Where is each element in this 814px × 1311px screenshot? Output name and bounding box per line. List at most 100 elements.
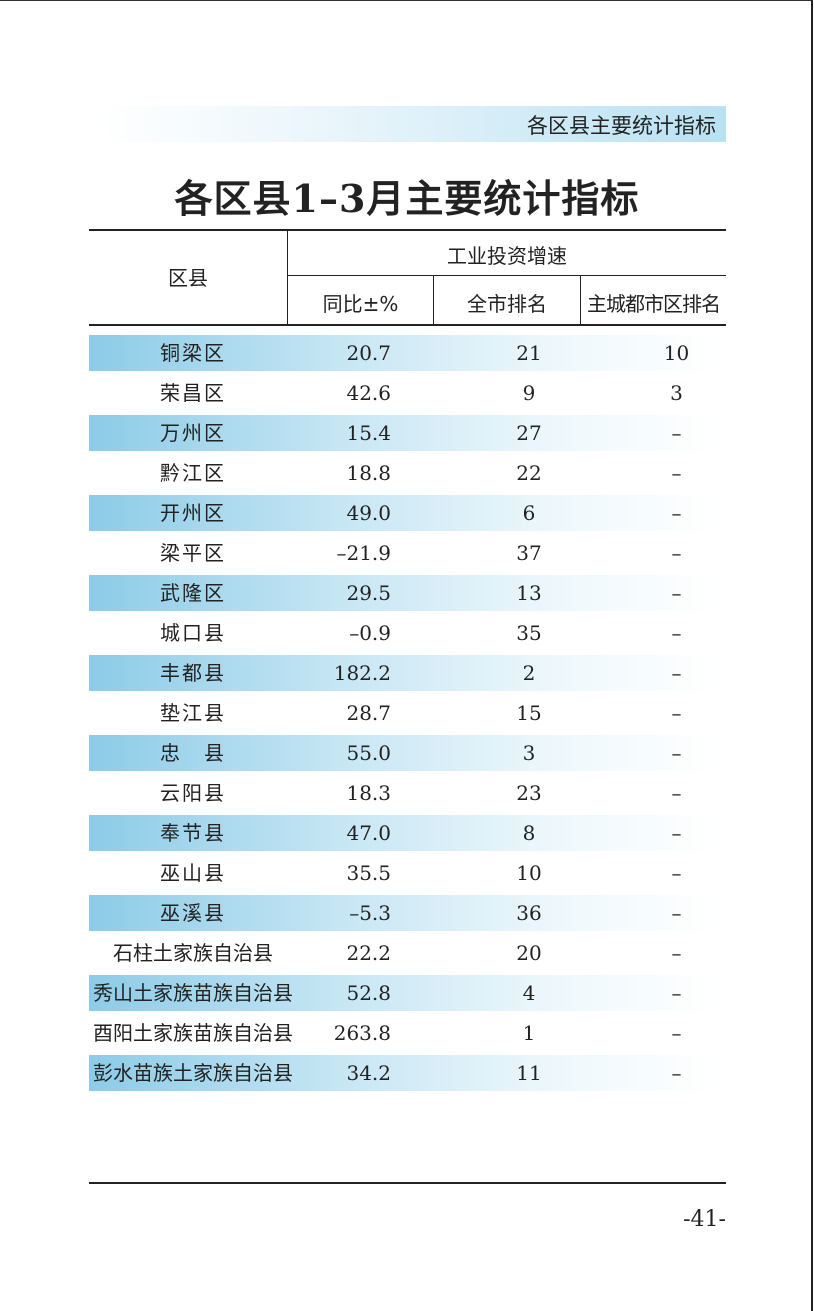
- yoy-value: 22.2: [346, 941, 391, 965]
- yoy-value: 15.4: [346, 421, 391, 445]
- city-rank-value: 8: [522, 821, 536, 845]
- district-name: 彭水苗族土家族自治县: [93, 1061, 293, 1085]
- table-sub-rule: [288, 275, 726, 276]
- city-rank-value: 6: [522, 501, 536, 525]
- yoy-value: 18.8: [346, 461, 391, 485]
- city-rank-value: 2: [522, 661, 536, 685]
- yoy-value: 20.7: [346, 341, 391, 365]
- city-rank-value: 36: [516, 901, 542, 925]
- main-rank-value: –: [671, 501, 682, 525]
- district-name: 垫江县: [160, 701, 226, 725]
- main-rank-value: –: [671, 781, 682, 805]
- city-rank-value: 27: [516, 421, 542, 445]
- table-row: 城口县 –0.9 35 –: [89, 613, 726, 653]
- yoy-value: 35.5: [346, 861, 391, 885]
- table-row: 开州区 49.0 6 –: [89, 493, 726, 533]
- yoy-value: 42.6: [346, 381, 391, 405]
- main-rank-value: –: [671, 741, 682, 765]
- yoy-value: 52.8: [346, 981, 391, 1005]
- table-row: 巫山县 35.5 10 –: [89, 853, 726, 893]
- main-rank-value: –: [671, 901, 682, 925]
- table-top-rule: [89, 229, 726, 231]
- main-rank-value: –: [671, 861, 682, 885]
- main-rank-value: –: [671, 421, 682, 445]
- yoy-value: 263.8: [333, 1021, 391, 1045]
- yoy-value: –0.9: [349, 621, 391, 645]
- district-name: 忠 县: [160, 741, 226, 765]
- yoy-value: 182.2: [333, 661, 391, 685]
- city-rank-value: 15: [516, 701, 542, 725]
- main-rank-value: 3: [670, 381, 683, 405]
- city-rank-value: 11: [516, 1061, 542, 1085]
- district-name: 铜梁区: [160, 341, 226, 365]
- table-divider: [433, 276, 434, 325]
- page-title: 各区县1–3月主要统计指标: [174, 176, 640, 221]
- district-name: 武隆区: [160, 581, 226, 605]
- district-name: 荣昌区: [160, 381, 226, 405]
- district-name: 万州区: [160, 421, 226, 445]
- table-row: 石柱土家族自治县 22.2 20 –: [89, 933, 726, 973]
- table-row: 奉节县 47.0 8 –: [89, 813, 726, 853]
- main-rank-value: –: [671, 821, 682, 845]
- district-name: 巫溪县: [160, 901, 226, 925]
- table-row: 彭水苗族土家族自治县 34.2 11 –: [89, 1053, 726, 1093]
- section-banner-text: 各区县主要统计指标: [527, 114, 716, 138]
- yoy-value: 28.7: [346, 701, 391, 725]
- page-edge-top: [0, 0, 812, 1]
- city-rank-value: 20: [516, 941, 542, 965]
- district-name: 秀山土家族苗族自治县: [93, 981, 293, 1005]
- header-city-rank: 全市排名: [467, 292, 547, 316]
- table-divider: [287, 230, 288, 325]
- page-number: -41-: [683, 1207, 726, 1232]
- city-rank-value: 4: [522, 981, 536, 1005]
- city-rank-value: 35: [516, 621, 542, 645]
- page-edge-right: [811, 0, 813, 1311]
- city-rank-value: 10: [516, 861, 542, 885]
- main-rank-value: –: [671, 941, 682, 965]
- yoy-value: 18.3: [346, 781, 391, 805]
- table-row: 酉阳土家族苗族自治县 263.8 1 –: [89, 1013, 726, 1053]
- main-rank-value: –: [671, 1021, 682, 1045]
- table-row: 万州区 15.4 27 –: [89, 413, 726, 453]
- table-row: 丰都县 182.2 2 –: [89, 653, 726, 693]
- main-rank-value: –: [671, 461, 682, 485]
- table-row: 武隆区 29.5 13 –: [89, 573, 726, 613]
- table-header-rule: [89, 324, 726, 326]
- district-name: 丰都县: [160, 661, 226, 685]
- table-divider: [580, 276, 581, 325]
- district-name: 梁平区: [160, 541, 226, 565]
- main-rank-value: –: [671, 661, 682, 685]
- table-row: 荣昌区 42.6 9 3: [89, 373, 726, 413]
- main-rank-value: –: [671, 981, 682, 1005]
- district-name: 云阳县: [160, 781, 226, 805]
- district-name: 巫山县: [160, 861, 226, 885]
- city-rank-value: 9: [522, 381, 536, 405]
- table-row: 垫江县 28.7 15 –: [89, 693, 726, 733]
- header-yoy: 同比±%: [322, 292, 399, 316]
- yoy-value: 29.5: [346, 581, 391, 605]
- table-row: 忠 县 55.0 3 –: [89, 733, 726, 773]
- table-row: 云阳县 18.3 23 –: [89, 773, 726, 813]
- main-rank-value: –: [671, 581, 682, 605]
- district-name: 石柱土家族自治县: [113, 941, 273, 965]
- table-row: 铜梁区 20.7 21 10: [89, 333, 726, 373]
- yoy-value: 49.0: [346, 501, 391, 525]
- city-rank-value: 21: [516, 341, 542, 365]
- main-rank-value: 10: [663, 341, 690, 365]
- district-name: 城口县: [160, 621, 226, 645]
- district-name: 黔江区: [160, 461, 226, 485]
- table-row: 巫溪县 –5.3 36 –: [89, 893, 726, 933]
- city-rank-value: 13: [516, 581, 542, 605]
- header-district: 区县: [168, 266, 208, 290]
- district-name: 奉节县: [160, 821, 226, 845]
- yoy-value: 47.0: [346, 821, 391, 845]
- yoy-value: –21.9: [336, 541, 391, 565]
- district-name: 酉阳土家族苗族自治县: [93, 1021, 293, 1045]
- main-rank-value: –: [671, 541, 682, 565]
- table-row: 黔江区 18.8 22 –: [89, 453, 726, 493]
- yoy-value: 34.2: [346, 1061, 391, 1085]
- table-row: 梁平区 –21.9 37 –: [89, 533, 726, 573]
- table-row: 秀山土家族苗族自治县 52.8 4 –: [89, 973, 726, 1013]
- yoy-value: 55.0: [346, 741, 391, 765]
- city-rank-value: 3: [522, 741, 536, 765]
